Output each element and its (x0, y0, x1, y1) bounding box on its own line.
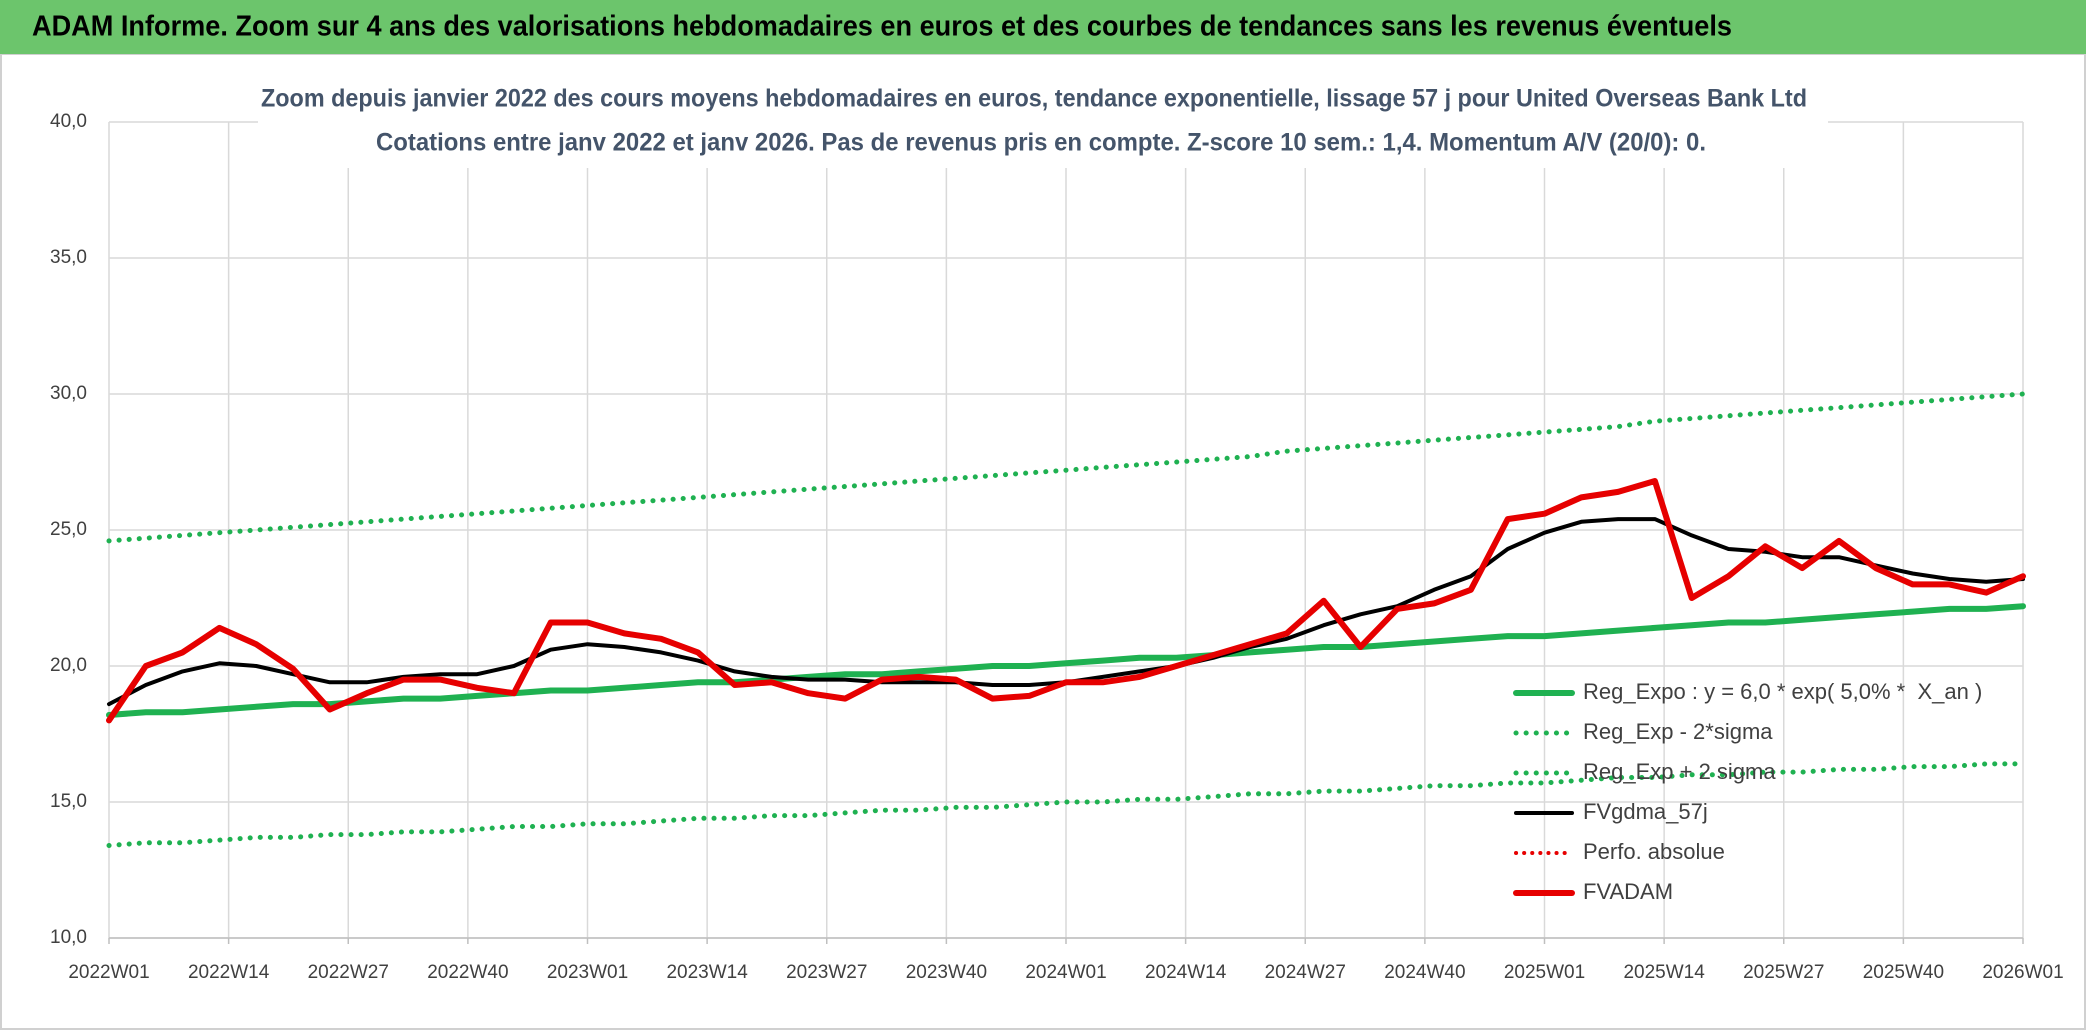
legend-label: Reg_Exp + 2 sigma (1583, 759, 1776, 784)
legend-label: FVgdma_57j (1583, 799, 1708, 824)
x-tick-label: 2022W40 (427, 962, 508, 983)
series-line (106, 478, 2026, 724)
x-tick-label: 2025W27 (1743, 962, 1824, 983)
x-tick-label: 2024W27 (1265, 962, 1346, 983)
legend-label: Reg_Exp - 2*sigma (1583, 719, 1773, 744)
chart-subtitle: Cotations entre janv 2022 et janv 2026. … (376, 129, 1706, 157)
x-tick-label: 2022W27 (308, 962, 389, 983)
x-tick-label: 2025W14 (1623, 962, 1705, 983)
y-tick-label: 15,0 (50, 791, 87, 812)
y-tick-label: 30,0 (50, 383, 87, 404)
y-tick-label: 40,0 (50, 111, 87, 132)
x-tick-label: 2024W01 (1025, 962, 1106, 983)
chart-title: Zoom depuis janvier 2022 des cours moyen… (261, 85, 1807, 113)
x-tick-label: 2024W40 (1384, 962, 1465, 983)
x-tick-label: 2022W01 (68, 962, 149, 983)
x-tick-label: 2023W01 (547, 962, 628, 983)
y-tick-label: 10,0 (50, 927, 87, 948)
x-tick-label: 2024W14 (1145, 962, 1227, 983)
legend-label: FVADAM (1583, 879, 1673, 904)
grid: 10,0 15,0 20,0 25,0 30,0 35,0 40,0 2022W01 2022W… (50, 111, 2064, 983)
y-tick-label: 35,0 (50, 247, 87, 268)
plot (106, 391, 2026, 848)
header-bar (0, 0, 2086, 54)
x-tick-label: 2025W40 (1863, 962, 1944, 983)
title-backdrop (258, 78, 1828, 168)
x-tick-label: 2023W40 (906, 962, 987, 983)
x-tick-label: 2026W01 (1982, 962, 2063, 983)
series-line (106, 603, 2026, 718)
legend-label: Reg_Expo : y = 6,0 * exp( 5,0% * X_an ) (1583, 679, 1982, 704)
y-tick-label: 20,0 (50, 655, 87, 676)
x-tick-label: 2022W14 (188, 962, 270, 983)
x-tick-label: 2023W27 (786, 962, 867, 983)
y-tick-label: 25,0 (50, 519, 87, 540)
series-line (106, 761, 2026, 848)
x-tick-label: 2023W14 (666, 962, 748, 983)
legend-label: Perfo. absolue (1583, 839, 1725, 864)
x-tick-label: 2025W01 (1504, 962, 1585, 983)
header-title: ADAM Informe. Zoom sur 4 ans des valoris… (32, 11, 1732, 43)
series-line (106, 391, 2026, 544)
legend: Reg_Expo : y = 6,0 * exp( 5,0% * X_an ) R… (1513, 679, 1982, 904)
